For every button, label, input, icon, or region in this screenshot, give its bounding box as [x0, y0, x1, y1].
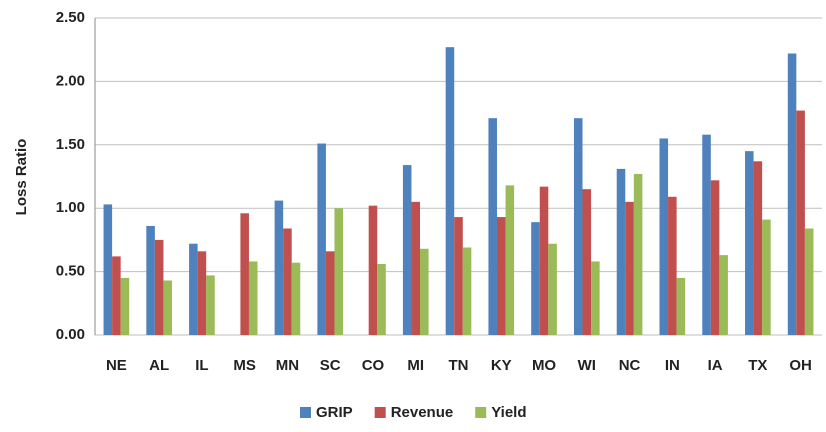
bar — [206, 275, 215, 335]
y-axis-label: Loss Ratio — [13, 139, 30, 216]
bar — [120, 277, 130, 335]
bar — [291, 262, 301, 335]
legend-label: GRIP — [316, 404, 353, 421]
bar — [787, 53, 797, 336]
bar — [505, 185, 515, 335]
x-tick-label: OH — [789, 357, 812, 374]
bar — [804, 228, 814, 335]
y-tick-label: 1.50 — [56, 136, 85, 153]
bar — [240, 213, 249, 335]
bar — [420, 248, 429, 335]
bar — [633, 173, 643, 335]
bar — [368, 205, 378, 335]
bar — [668, 196, 677, 335]
x-tick-label: IN — [665, 357, 680, 374]
x-tick-label: IA — [708, 357, 723, 374]
bar — [796, 110, 805, 336]
y-tick-label: 2.00 — [56, 72, 85, 89]
x-tick-label: IL — [195, 357, 208, 374]
bar — [753, 161, 763, 335]
x-tick-label: MO — [532, 357, 556, 374]
x-tick-label: TX — [748, 357, 767, 374]
x-tick-label: MN — [276, 357, 299, 374]
x-tick-label: MI — [407, 357, 424, 374]
x-tick-label: SC — [320, 357, 341, 374]
x-tick-label: NC — [619, 357, 641, 374]
bar — [762, 219, 771, 335]
bar — [454, 217, 463, 335]
bar — [248, 261, 258, 335]
bar — [531, 222, 540, 335]
bar — [462, 247, 472, 335]
bar — [548, 243, 557, 335]
y-tick-label: 0.50 — [56, 263, 85, 280]
legend-label: Yield — [491, 404, 526, 421]
x-tick-label: KY — [491, 357, 512, 374]
y-tick-label: 0.00 — [56, 326, 85, 343]
bar — [496, 217, 506, 335]
bar — [377, 263, 386, 335]
bar — [745, 151, 754, 335]
x-tick-label: TN — [449, 357, 469, 374]
y-tick-label: 2.50 — [56, 9, 85, 26]
x-tick-label: CO — [362, 357, 385, 374]
bar — [411, 201, 421, 335]
bar — [154, 239, 164, 335]
x-tick-label: MS — [233, 357, 256, 374]
legend-label: Revenue — [391, 404, 454, 421]
y-tick-label: 1.00 — [56, 199, 85, 216]
bar — [625, 201, 634, 335]
bar — [274, 200, 284, 335]
bar — [112, 256, 121, 335]
bar — [197, 251, 207, 335]
bar — [402, 165, 412, 335]
bar — [488, 118, 497, 335]
bar — [659, 138, 669, 335]
bar — [591, 261, 600, 335]
bar — [616, 168, 626, 335]
bar — [163, 280, 172, 335]
bar — [719, 255, 728, 335]
legend-swatch — [475, 407, 487, 418]
bar — [539, 186, 549, 335]
bar — [325, 251, 335, 335]
bar — [676, 277, 686, 335]
bar — [317, 143, 326, 335]
bar — [710, 180, 720, 335]
bar — [582, 189, 592, 335]
bar — [283, 228, 292, 335]
x-tick-label: NE — [106, 357, 127, 374]
bar — [334, 208, 344, 335]
bar — [445, 47, 455, 335]
bar — [146, 225, 155, 335]
bar — [702, 134, 711, 335]
x-tick-label: AL — [149, 357, 169, 374]
legend-swatch — [300, 407, 311, 418]
bar — [189, 243, 198, 335]
bar — [573, 118, 583, 335]
legend-swatch — [374, 407, 386, 418]
bar — [103, 204, 113, 335]
x-tick-label: WI — [578, 357, 596, 374]
